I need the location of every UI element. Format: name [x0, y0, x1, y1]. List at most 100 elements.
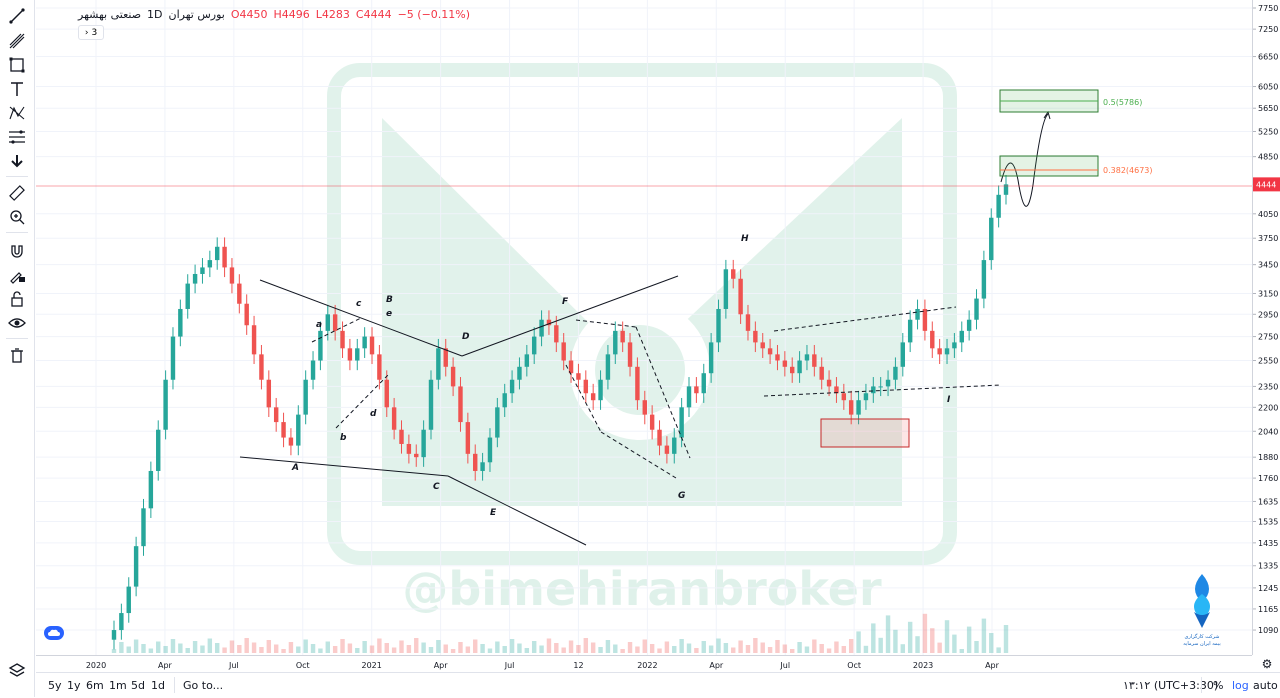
- price-tick-label: 2750: [1258, 333, 1278, 342]
- cloud-icon[interactable]: [44, 626, 64, 640]
- settings-icon[interactable]: ⚙: [1261, 656, 1273, 671]
- volume-bar: [1003, 625, 1009, 653]
- volume-bar: [745, 645, 751, 653]
- volume-bar: [797, 642, 802, 653]
- candle-body: [753, 330, 758, 343]
- volume-bar: [362, 641, 367, 653]
- chart-canvas[interactable]: @bimehiranbroker 0.5(5786): [36, 0, 1252, 655]
- candle-body: [907, 319, 913, 343]
- eye-icon[interactable]: [6, 312, 28, 334]
- volume-bar: [819, 644, 824, 653]
- candle-body: [767, 348, 773, 355]
- volume-bar: [841, 646, 847, 653]
- pitchfork-icon[interactable]: [6, 30, 28, 52]
- candle-body: [244, 303, 249, 326]
- candle-body: [340, 330, 345, 349]
- volume-bar: [804, 646, 810, 653]
- timeframe-5y[interactable]: 5y: [48, 679, 62, 692]
- symbol-legend[interactable]: صنعتی بهشهر 1D بورس تهران O4450 H4496 L4…: [78, 8, 470, 21]
- lock-icon[interactable]: [6, 288, 28, 310]
- time-tick-label: 2020: [86, 661, 106, 670]
- price-tick-label: 2200: [1258, 403, 1278, 412]
- wave-label: A: [291, 463, 299, 473]
- volume-bar: [428, 647, 434, 653]
- ruler-icon[interactable]: [6, 182, 28, 204]
- candle-body: [480, 462, 485, 471]
- magnet-icon[interactable]: [6, 240, 28, 262]
- price-axis-canvas: 7750 7250 6650 6050 5650 5250 4850 4050 3750 3450…: [1253, 4, 1280, 635]
- wave-label: c: [356, 299, 362, 309]
- drawings[interactable]: [239, 110, 1051, 546]
- pattern-icon[interactable]: [6, 102, 28, 124]
- timeframe-1d[interactable]: 1d: [151, 679, 165, 692]
- time-axis-canvas: 2020 Apr Jul Oct 2021 Apr Jul 12 2022 Apr Jul Oct 20…: [86, 661, 1000, 670]
- timeframe-1m[interactable]: 1m: [109, 679, 127, 692]
- candles: [111, 174, 1009, 650]
- goto-button[interactable]: Go to...: [183, 679, 224, 692]
- candle-body: [760, 342, 765, 349]
- volume-bar: [347, 643, 353, 653]
- wave-label: e: [386, 309, 392, 319]
- candle-body: [148, 470, 154, 509]
- volume-bar: [207, 638, 213, 653]
- log-scale-button[interactable]: log: [1232, 679, 1249, 692]
- legend-collapse-button[interactable]: › 3: [78, 25, 104, 40]
- candle-body: [590, 393, 596, 401]
- candle-body: [952, 342, 957, 349]
- candle-body: [273, 407, 279, 423]
- volume-bar: [421, 642, 426, 653]
- candle-body: [391, 407, 397, 430]
- demand-zone[interactable]: [820, 418, 910, 448]
- candle-body: [524, 354, 530, 367]
- legend-high: H4496: [273, 8, 310, 21]
- trend-line-icon[interactable]: [6, 5, 28, 27]
- volume-bar: [524, 648, 530, 653]
- timeframe-1y[interactable]: 1y: [67, 679, 81, 692]
- volume-bar: [576, 645, 581, 653]
- arrow-down-icon[interactable]: [6, 150, 28, 172]
- timeframe-5d[interactable]: 5d: [131, 679, 145, 692]
- candle-body: [119, 613, 124, 631]
- clock-label[interactable]: ۱۳:۱۲ (UTC+3:30): [1123, 679, 1219, 692]
- price-axis[interactable]: 7750 7250 6650 6050 5650 5250 4850 4050 3750 3450…: [1252, 0, 1280, 655]
- candle-body: [192, 273, 198, 284]
- price-tick-label: 1090: [1258, 626, 1278, 635]
- percent-scale-button[interactable]: %: [1213, 679, 1224, 692]
- candle-body: [384, 379, 389, 408]
- candle-body: [723, 269, 729, 309]
- trash-icon[interactable]: [6, 344, 28, 366]
- candle-body: [237, 283, 242, 304]
- volume-bar: [657, 648, 662, 653]
- candle-body: [465, 422, 471, 454]
- volume-bar: [303, 639, 308, 653]
- auto-scale-button[interactable]: auto: [1253, 679, 1278, 692]
- zoom-icon[interactable]: [6, 206, 28, 228]
- volume-bar: [450, 649, 456, 653]
- candle-body: [775, 354, 780, 361]
- candle-body: [362, 336, 367, 349]
- time-tick-label: Apr: [434, 661, 449, 670]
- rectangle-icon[interactable]: [6, 54, 28, 76]
- lock-draw-icon[interactable]: [6, 264, 28, 286]
- candle-body: [436, 348, 441, 380]
- volume-bar: [863, 645, 869, 653]
- fib-zone-0382[interactable]: 0.382(4673): [999, 155, 1153, 177]
- layers-icon[interactable]: [6, 660, 28, 682]
- timeframe-6m[interactable]: 6m: [86, 679, 104, 692]
- volume-bar: [200, 645, 205, 653]
- candle-body: [495, 407, 500, 438]
- candle-body: [111, 630, 117, 640]
- fib-zone-05[interactable]: 0.5(5786): [999, 89, 1142, 113]
- legend-symbol: صنعتی بهشهر: [78, 8, 142, 21]
- volume-bar: [185, 648, 190, 653]
- volume-bar: [391, 647, 397, 653]
- candle-body: [473, 453, 478, 471]
- fib-icon[interactable]: [6, 126, 28, 148]
- chart-pane[interactable]: @bimehiranbroker 0.5(5786): [36, 0, 1252, 672]
- volume-bar: [767, 647, 773, 653]
- time-tick-label: Jul: [504, 661, 515, 670]
- time-axis[interactable]: 2020 Apr Jul Oct 2021 Apr Jul 12 2022 Apr Jul Oct 20…: [36, 655, 1252, 673]
- wave-label: G: [678, 491, 685, 501]
- volume-bar: [568, 640, 574, 653]
- text-icon[interactable]: [6, 78, 28, 100]
